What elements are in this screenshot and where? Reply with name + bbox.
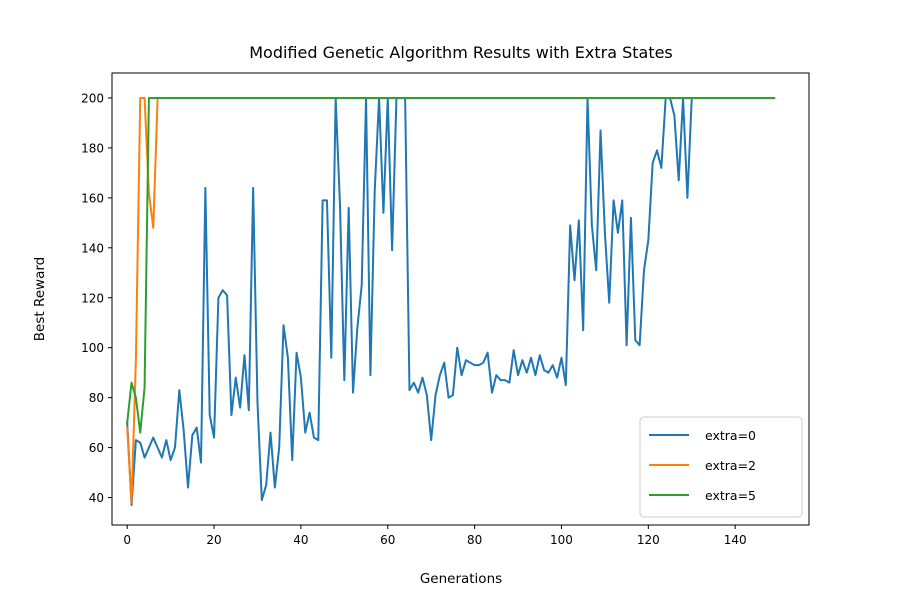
y-tick-label: 120 (81, 291, 104, 305)
legend-label-1: extra=0 (705, 428, 756, 443)
series-line-2 (126, 96, 159, 504)
y-tick-label: 60 (89, 441, 104, 455)
y-tick-label: 140 (81, 241, 104, 255)
x-axis-label: Generations (420, 571, 502, 587)
x-tick-label: 100 (550, 533, 573, 547)
y-tick-label: 80 (89, 391, 104, 405)
y-tick-label: 180 (81, 141, 104, 155)
y-tick-label: 100 (81, 341, 104, 355)
x-tick-label: 60 (380, 533, 395, 547)
series-line-1 (126, 96, 693, 507)
x-tick-label: 0 (123, 533, 131, 547)
x-tick-label: 80 (467, 533, 482, 547)
legend-label-2: extra=2 (705, 458, 756, 473)
series-layer (126, 96, 776, 507)
plot-frame (111, 72, 810, 526)
chart-title: Modified Genetic Algorithm Results with … (249, 43, 673, 62)
x-tick-label: 120 (637, 533, 660, 547)
x-axis-ticks: 0 20 40 60 80 100 120 140 (123, 525, 747, 547)
y-axis-label: Best Reward (32, 257, 48, 341)
y-tick-label: 200 (81, 91, 104, 105)
x-tick-label: 20 (206, 533, 221, 547)
legend-box (639, 416, 803, 518)
series-line-3 (126, 96, 776, 434)
legend: extra=0 extra=2 extra=5 (639, 416, 803, 518)
y-tick-label: 40 (89, 491, 104, 505)
x-tick-label: 140 (724, 533, 747, 547)
y-tick-label: 160 (81, 191, 104, 205)
y-axis-ticks: 40 60 80 100 120 140 160 180 200 (81, 91, 112, 505)
x-tick-label: 40 (293, 533, 308, 547)
legend-label-3: extra=5 (705, 488, 756, 503)
